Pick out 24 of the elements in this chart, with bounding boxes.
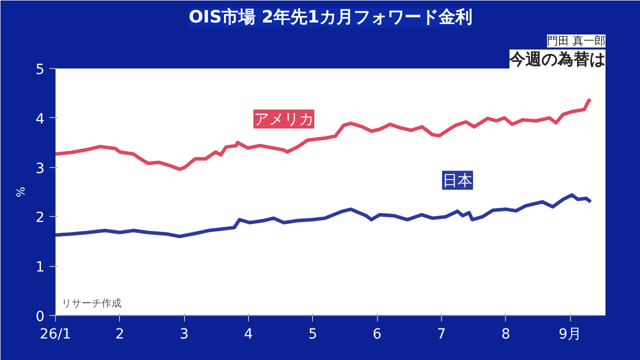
- y-tick-label: 3: [36, 160, 45, 177]
- x-tick-label: 9月: [558, 326, 582, 342]
- x-tick-label: 26/1: [40, 326, 72, 342]
- y-tick-label: 0: [36, 309, 45, 325]
- y-tick-label: 1: [36, 260, 45, 276]
- y-tick-label: 4: [36, 111, 45, 128]
- x-tick-label: 5: [308, 326, 318, 342]
- x-tick-label: 4: [244, 326, 254, 342]
- annotation: 今週の為替は: [508, 50, 606, 68]
- x-tick-label: 2: [115, 326, 124, 342]
- y-tick-label: 2: [36, 210, 45, 226]
- x-tick-label: 7: [437, 326, 446, 342]
- y-tick-label: 5: [36, 62, 45, 78]
- series-label: アメリカ: [254, 110, 314, 128]
- annotation: リサーチ作成: [62, 298, 122, 310]
- x-tick-label: 3: [180, 326, 189, 342]
- x-tick-label: 8: [501, 326, 510, 342]
- text: 門田 真一郎: [547, 34, 606, 48]
- series-label: 日本: [442, 171, 473, 190]
- y-axis-title: %: [14, 186, 28, 198]
- x-tick-label: 6: [372, 326, 382, 342]
- line-series: [56, 98, 592, 172]
- chart-title: OIS市場 2年先1カ月フォワード金利: [188, 8, 472, 28]
- line-series: [56, 193, 592, 238]
